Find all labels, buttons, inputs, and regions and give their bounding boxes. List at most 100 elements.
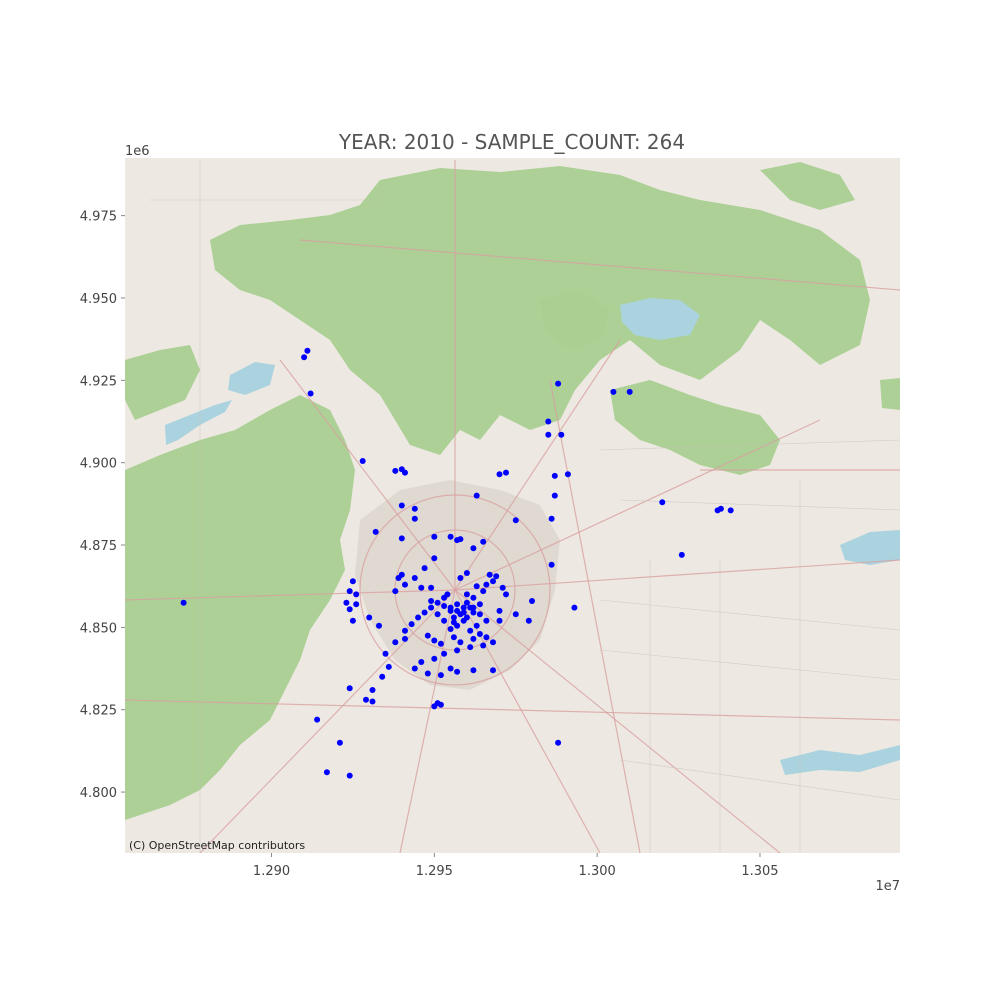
sample-point [463,614,470,621]
sample-point [496,617,503,624]
y-tick-label: 4.875 [80,539,117,554]
basemap-tiles [124,158,901,854]
sample-point [398,571,405,578]
sample-point [463,570,470,576]
sample-point [369,698,376,705]
sample-point [392,588,399,595]
sample-point [454,668,461,675]
sample-point [529,598,535,604]
sample-point [564,471,571,478]
sample-point [349,578,356,585]
sample-point [346,772,353,779]
sample-point [486,571,493,578]
x-axis: 1.290 1.295 1.300 1.305 [253,853,779,879]
sample-point [470,635,477,642]
sample-point [545,431,552,438]
sample-point [447,604,454,611]
reservoir-west [228,362,275,395]
sample-point [346,685,353,692]
sample-point [304,347,311,354]
sample-point [473,583,480,590]
sample-point [610,388,617,395]
sample-point [376,622,382,629]
sample-point [428,598,435,604]
sample-point [307,390,314,397]
x-offset-label: 1e7 [875,879,900,894]
sample-point [490,667,496,674]
sample-point [450,619,457,626]
y-tick-label: 4.800 [80,786,117,801]
sample-point [551,492,558,499]
sample-point [411,505,418,512]
y-offset-label: 1e6 [125,144,150,159]
sample-point [571,604,578,611]
sample-point [470,604,477,611]
sample-point [473,492,480,499]
sample-points [180,347,734,779]
sample-point [323,769,330,776]
river-west [165,400,232,445]
sample-point [480,642,487,649]
sample-point [431,555,438,562]
sample-point [483,634,490,641]
sample-point [411,665,418,672]
sample-point [476,601,483,608]
sample-point [434,599,441,606]
sample-point [447,626,454,632]
sample-point [496,471,503,478]
sample-point [424,632,431,639]
chart-title: YEAR: 2010 - SAMPLE_COUNT: 264 [338,130,685,154]
sample-point [525,617,532,624]
sample-point [503,469,509,476]
sample-point [480,538,487,545]
water-bodies [165,298,900,775]
sample-point [424,670,431,677]
sample-point [450,614,457,621]
minor-roads [150,160,901,853]
sample-point [441,603,448,609]
sample-point [353,601,360,608]
sample-point [678,551,685,558]
sample-point [343,599,350,606]
x-tick-label: 1.300 [579,864,616,879]
sample-point [180,599,187,606]
sample-point [476,631,483,637]
sample-point [441,650,448,657]
sample-point [346,588,353,595]
y-tick-label: 4.850 [80,621,117,636]
sample-point [447,665,454,672]
sample-point [411,575,418,581]
sample-point [385,663,392,670]
sample-point [437,640,444,647]
sample-point [555,739,562,746]
sample-point [450,634,457,641]
sample-point [428,604,435,611]
sample-point [483,581,490,588]
sample-point [454,647,461,654]
sample-point [460,604,467,611]
sample-point [483,617,490,624]
x-tick-label: 1.305 [741,864,778,879]
sample-point [447,533,454,540]
sample-point [499,584,506,591]
sample-point [428,584,435,591]
sample-point [408,621,415,628]
sample-point [470,667,477,674]
sample-point [402,581,408,588]
sample-point [421,609,428,616]
sample-point [457,639,464,646]
sample-point [470,545,477,552]
map-attribution: (C) OpenStreetMap contributors [129,839,305,852]
sample-point [402,469,408,476]
reservoir-north [620,298,700,340]
road-network [124,160,901,854]
sample-point [431,533,438,540]
sample-point [415,614,422,621]
sample-point [463,591,470,598]
sample-point [301,354,308,361]
sample-point [490,578,496,585]
sample-point [454,601,461,608]
sample-point [411,515,418,522]
sample-point [496,607,503,614]
sample-point [418,659,425,665]
